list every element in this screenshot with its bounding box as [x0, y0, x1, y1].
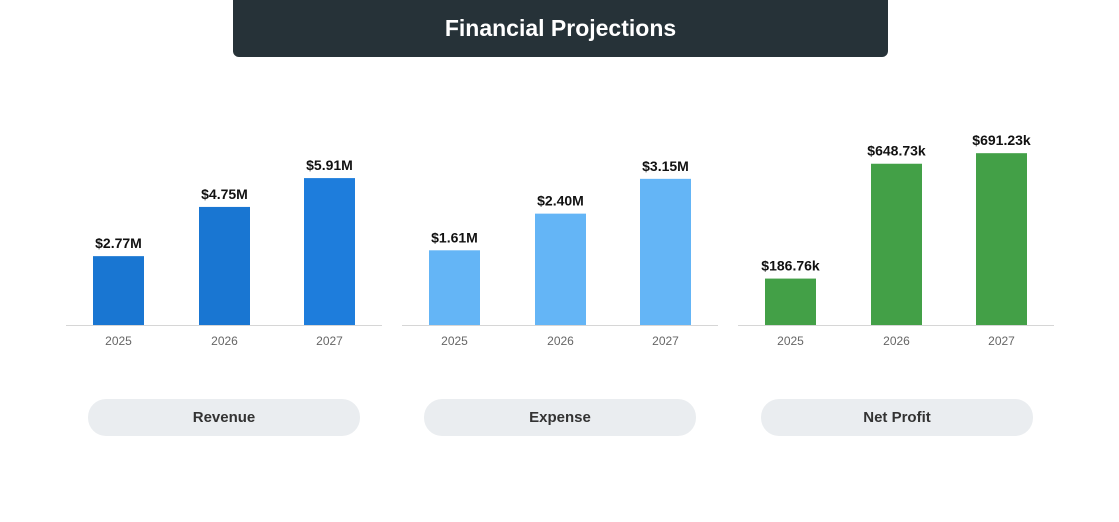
- bar: [429, 250, 480, 325]
- bar: [535, 213, 586, 325]
- chart-svg: $1.61M 2025 $2.40M 2026 $3.15M 2027: [402, 158, 718, 348]
- x-tick-label: 2027: [652, 334, 679, 348]
- legend-label: Revenue: [192, 409, 256, 426]
- bar: [199, 206, 250, 325]
- bar: [304, 178, 355, 325]
- data-label: $4.75M: [201, 186, 248, 202]
- legend-label: Expense: [529, 409, 591, 426]
- x-tick-label: 2026: [547, 334, 574, 348]
- data-label: $691.23k: [972, 132, 1031, 148]
- data-label: $2.40M: [537, 193, 584, 209]
- x-tick-label: 2025: [105, 334, 132, 348]
- data-label: $5.91M: [306, 157, 353, 173]
- page-title: Financial Projections: [444, 15, 677, 41]
- x-tick-label: 2025: [441, 334, 468, 348]
- chart-svg: $2.77M 2025 $4.75M 2026 $5.91M 2027: [66, 157, 382, 348]
- legend-pill-expense[interactable]: Expense: [424, 399, 696, 436]
- chart-net-profit: $186.76k 2025 $648.73k 2026 $691.23k 2027: [738, 100, 1054, 360]
- bar: [871, 163, 922, 325]
- bar: [765, 278, 816, 325]
- data-label: $186.76k: [761, 258, 820, 274]
- legend-label: Net Profit: [863, 409, 931, 426]
- x-tick-label: 2026: [211, 334, 238, 348]
- bar: [93, 256, 144, 325]
- chart-expense: $1.61M 2025 $2.40M 2026 $3.15M 2027: [402, 100, 718, 360]
- x-tick-label: 2027: [316, 334, 343, 348]
- data-label: $3.15M: [642, 158, 689, 174]
- x-tick-label: 2026: [883, 334, 910, 348]
- legend-pill-revenue[interactable]: Revenue: [88, 399, 360, 436]
- data-label: $1.61M: [431, 229, 478, 245]
- x-tick-label: 2027: [988, 334, 1015, 348]
- chart-svg: $186.76k 2025 $648.73k 2026 $691.23k 2027: [738, 132, 1054, 348]
- bar: [640, 178, 691, 325]
- data-label: $2.77M: [95, 235, 142, 251]
- data-label: $648.73k: [867, 143, 926, 159]
- title-bar: Financial Projections: [233, 0, 888, 57]
- legend-pill-net-profit[interactable]: Net Profit: [761, 399, 1033, 436]
- chart-revenue: $2.77M 2025 $4.75M 2026 $5.91M 2027: [66, 100, 382, 360]
- x-tick-label: 2025: [777, 334, 804, 348]
- bar: [976, 153, 1027, 325]
